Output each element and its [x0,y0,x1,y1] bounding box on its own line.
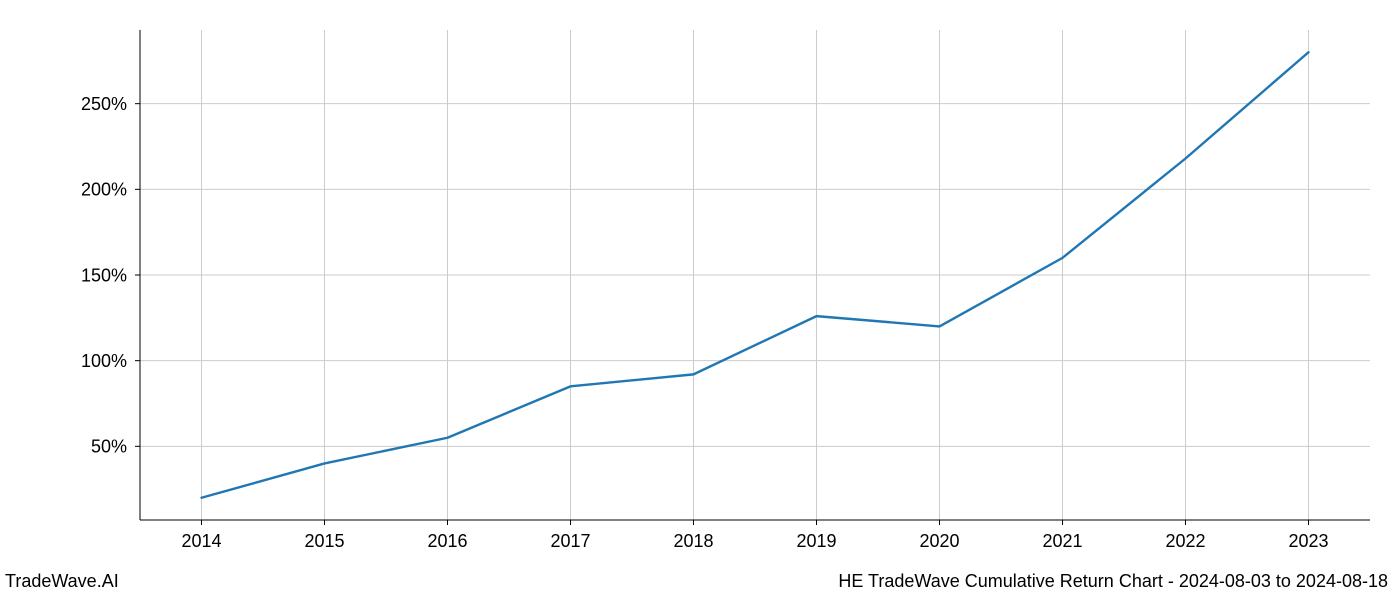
y-tick-label: 200% [81,180,127,200]
x-tick-label: 2019 [796,531,836,551]
x-tick-label: 2021 [1042,531,1082,551]
line-chart: 2014 2015 2016 2017 2018 2019 2020 2021 2022 2023… [0,0,1400,600]
x-tick-label: 2016 [427,531,467,551]
footer-right-caption: HE TradeWave Cumulative Return Chart - 2… [838,571,1388,592]
y-tick-label: 250% [81,94,127,114]
x-tick-label: 2023 [1288,531,1328,551]
x-tick-label: 2018 [673,531,713,551]
footer-left-branding: TradeWave.AI [5,571,119,592]
y-tick-label: 50% [91,437,127,457]
y-tick-label: 100% [81,351,127,371]
x-tick-label: 2014 [181,531,221,551]
x-tick-label: 2020 [919,531,959,551]
y-tick-label: 150% [81,265,127,285]
x-tick-label: 2015 [304,531,344,551]
chart-container: 2014 2015 2016 2017 2018 2019 2020 2021 2022 2023… [0,0,1400,600]
x-tick-label: 2017 [550,531,590,551]
x-tick-label: 2022 [1165,531,1205,551]
